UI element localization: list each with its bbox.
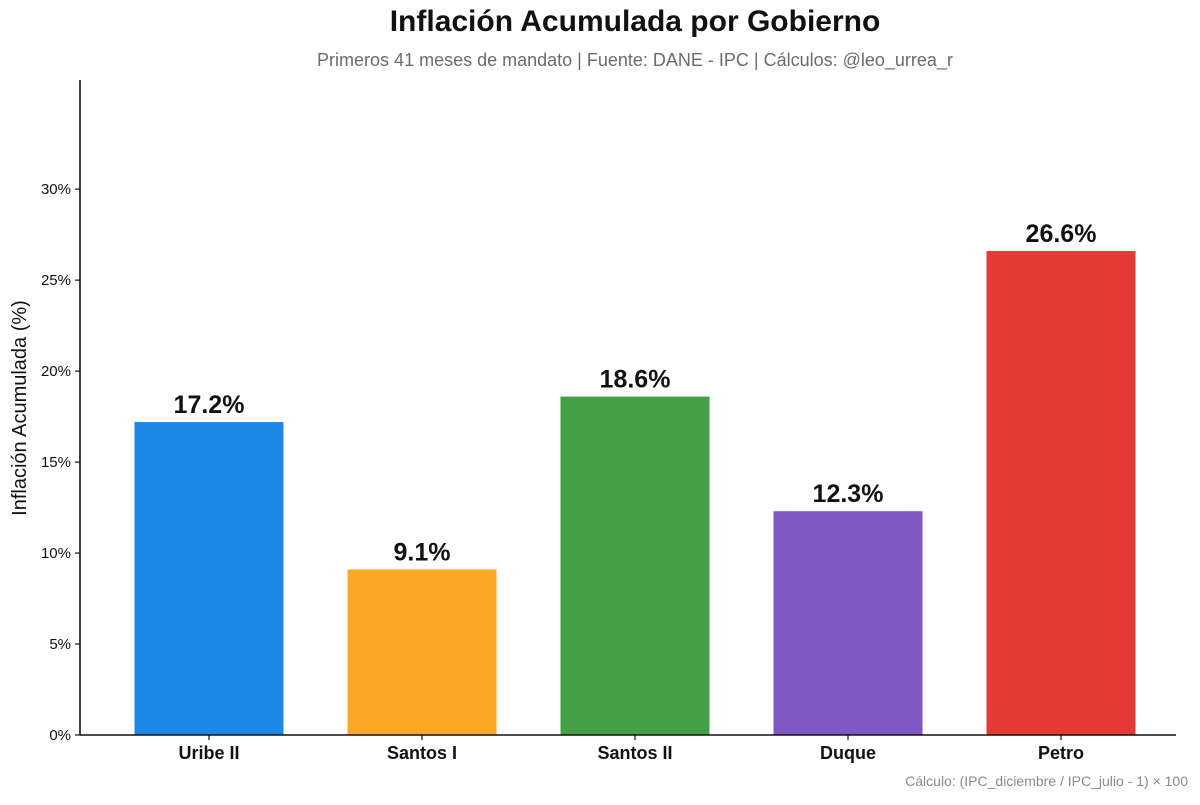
footnote: Cálculo: (IPC_diciembre / IPC_julio - 1)…: [905, 773, 1188, 789]
x-tick-label-santos-i: Santos I: [387, 743, 457, 763]
y-tick-label-20: 20%: [41, 363, 71, 380]
y-tick-label-10: 10%: [41, 545, 71, 562]
data-labels-layer: 17.2% 9.1% 18.6% 12.3% 26.6%: [174, 220, 1097, 566]
x-tick-label-petro: Petro: [1038, 743, 1084, 763]
x-tick-label-duque: Duque: [820, 743, 876, 763]
data-label-santos-i: 9.1%: [394, 538, 451, 566]
y-tick-label-30: 30%: [41, 181, 71, 198]
bars-layer: [134, 251, 1136, 735]
x-tick-label-uribe-ii: Uribe II: [178, 743, 239, 763]
chart-subtitle: Primeros 41 meses de mandato | Fuente: D…: [317, 50, 953, 71]
data-label-duque: 12.3%: [813, 480, 884, 508]
bar-petro: [986, 251, 1136, 735]
y-tick-label-15: 15%: [41, 454, 71, 471]
data-label-uribe-ii: 17.2%: [174, 391, 245, 419]
data-label-petro: 26.6%: [1026, 220, 1097, 248]
x-axis: Uribe II Santos I Santos II Duque Petro: [80, 734, 1176, 763]
y-axis: 0% 5% 10% 15% 20% 25% 30%: [41, 80, 81, 744]
y-tick-label-25: 25%: [41, 272, 71, 289]
bar-uribe-ii: [134, 422, 284, 735]
chart-title: Inflación Acumulada por Gobierno: [390, 5, 881, 38]
y-axis-label: Inflación Acumulada (%): [9, 300, 31, 516]
bar-santos-ii: [560, 396, 710, 735]
bar-duque: [773, 511, 923, 735]
y-tick-label-0: 0%: [49, 727, 71, 744]
x-tick-label-santos-ii: Santos II: [597, 743, 672, 763]
bar-santos-i: [347, 569, 497, 735]
data-label-santos-ii: 18.6%: [600, 366, 671, 394]
y-tick-label-5: 5%: [49, 636, 71, 653]
